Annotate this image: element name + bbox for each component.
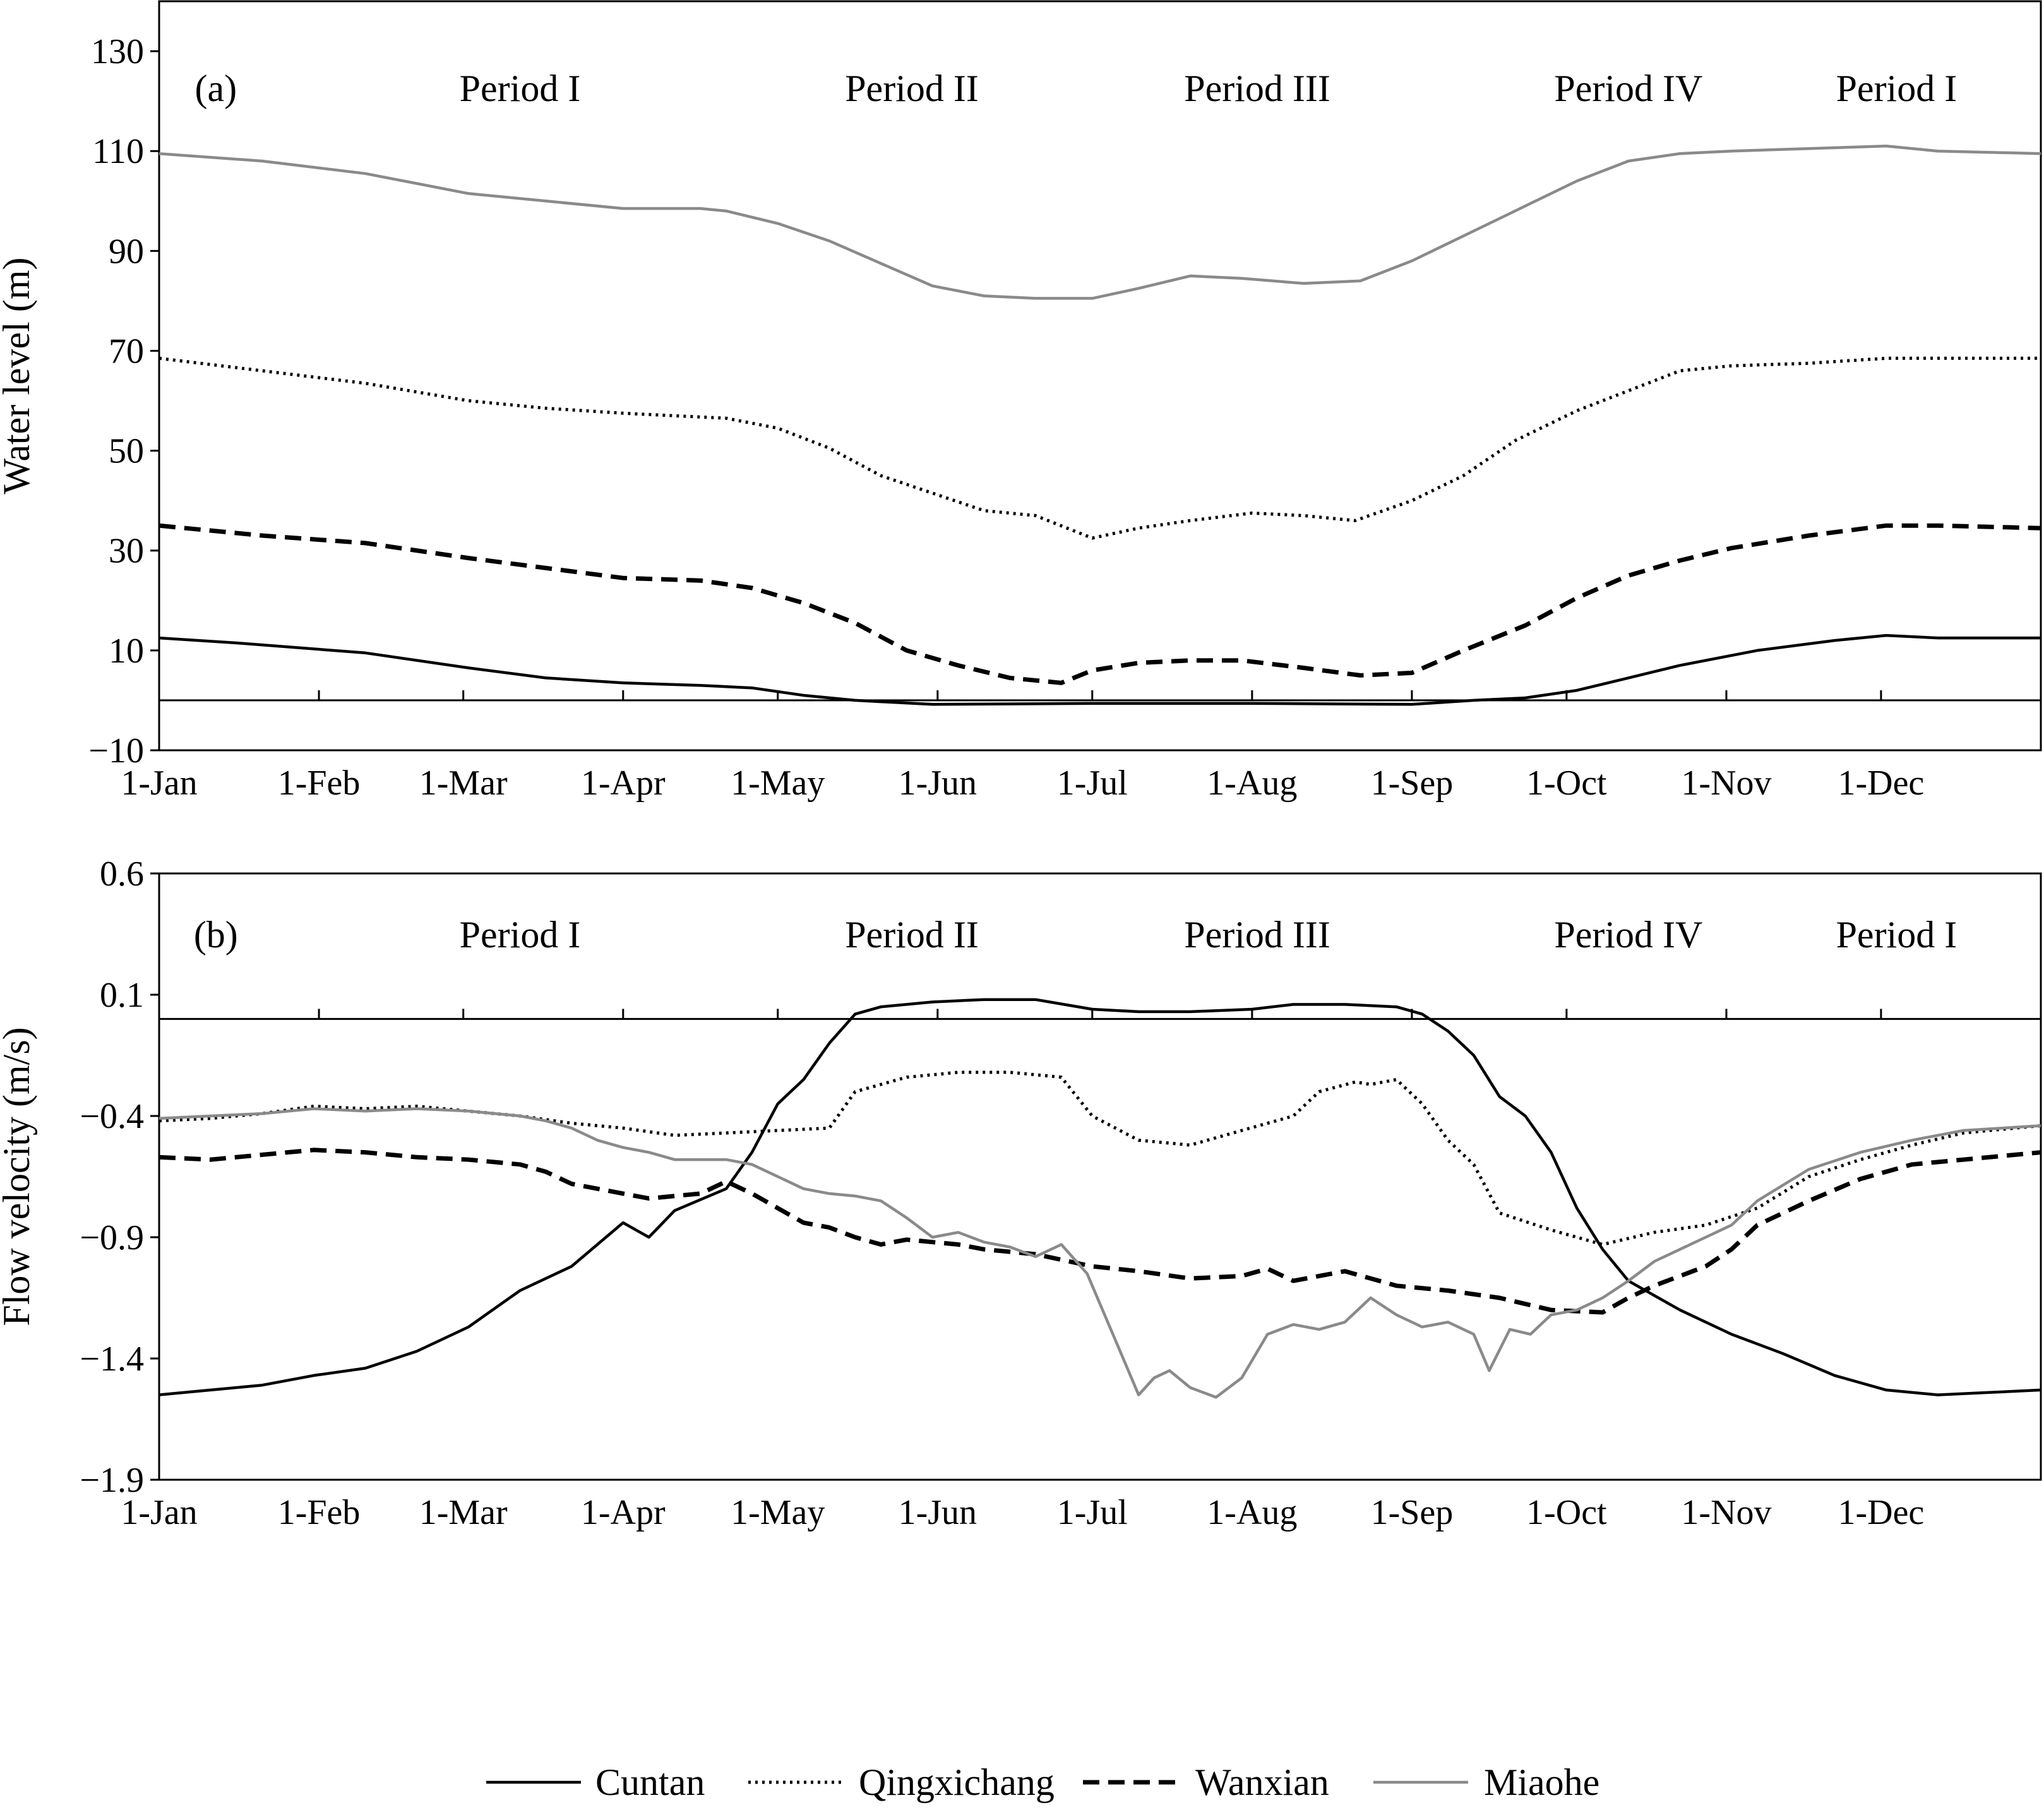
- panel-a-xtick-label: 1-Oct: [1526, 764, 1607, 803]
- panel-a-series-qingxichang: [158, 356, 2041, 540]
- panel-b-period-label: Period I: [1836, 914, 1957, 956]
- panel-b-ytick-label: −1.4: [80, 1340, 144, 1379]
- panel-b-period-label: Period III: [1184, 914, 1330, 956]
- panel-b-ytick-label: 0.6: [100, 855, 144, 894]
- panel-a-ytick-label: 130: [91, 32, 144, 71]
- panel-a-ytick-label: 110: [92, 132, 144, 171]
- panel-b-series-miaohe: [158, 1107, 2041, 1399]
- panel-a-ytick-label: 30: [109, 532, 144, 571]
- panel-b-ytick-label: −0.4: [80, 1097, 144, 1136]
- panel-a-xtick-label: 1-Dec: [1838, 764, 1924, 803]
- panel-a-series-wanxian: [158, 523, 2041, 685]
- panel-a-ytick-label: 50: [109, 432, 144, 471]
- panel-a-period-label: Period III: [1184, 68, 1330, 109]
- panel-b-xtick-label: 1-Jan: [121, 1493, 197, 1532]
- panel-b-ytick-label: −1.9: [80, 1461, 144, 1500]
- panel-a-period-label: Period IV: [1554, 68, 1702, 109]
- panel-b-panel-label: (b): [194, 914, 238, 956]
- panel-b-ylabel: Flow velocity (m/s): [0, 1027, 37, 1326]
- panel-b-xtick-label: 1-Aug: [1207, 1493, 1297, 1532]
- panel-b-xtick-label: 1-Apr: [581, 1493, 666, 1532]
- panel-b-xtick-label: 1-Jul: [1057, 1493, 1128, 1532]
- panel-a-xtick-label: 1-Jan: [121, 764, 197, 803]
- panel-b-xtick-label: 1-Oct: [1526, 1493, 1607, 1532]
- panel-a-xtick-label: 1-Mar: [419, 764, 508, 803]
- panel-b-ytick-label: −0.9: [80, 1218, 144, 1257]
- panel-a-plot-frame: [158, 0, 2042, 752]
- panel-b-xtick-label: 1-Feb: [278, 1493, 361, 1532]
- panel-b-ytick-label: 0.1: [100, 976, 144, 1015]
- panel-a-xtick-label: 1-Jul: [1057, 764, 1128, 803]
- panel-a-xtick-label: 1-Apr: [581, 764, 666, 803]
- panel-a-xtick-label: 1-May: [731, 764, 825, 803]
- panel-b-period-label: Period II: [845, 914, 979, 956]
- panel-a-series-cuntan: [158, 633, 2041, 706]
- panel-a-period-label: Period I: [460, 68, 581, 109]
- panel-b-series-wanxian: [158, 1148, 2041, 1315]
- panel-b-period-label: Period I: [460, 914, 581, 956]
- panel-a-xtick-label: 1-Feb: [278, 764, 361, 803]
- panel-a-series-miaohe: [158, 145, 2041, 300]
- panel-a-panel-label: (a): [195, 68, 237, 109]
- panel-a-xtick-label: 1-Nov: [1681, 764, 1771, 803]
- legend-label-qingxichang: Qingxichang: [859, 1761, 1055, 1803]
- panel-a-water-level: −10 10 30 50 70 90 110 130 1-Jan 1-Feb 1-Mar 1-Apr 1…: [0, 0, 2042, 803]
- panel-a-ylabel: Water level (m): [0, 258, 37, 495]
- panel-a-ytick-label: 70: [109, 332, 144, 371]
- panel-a-ytick-label: 10: [109, 632, 144, 671]
- panel-b-series-cuntan: [158, 998, 2041, 1396]
- panel-a-ytick-label: −10: [88, 731, 144, 771]
- panel-b-plot-frame: [158, 872, 2042, 1481]
- panel-a-xtick-label: 1-Aug: [1207, 764, 1297, 803]
- panel-b-xtick-label: 1-May: [731, 1493, 825, 1532]
- panel-b-xtick-label: 1-Sep: [1371, 1493, 1454, 1532]
- legend: Cuntan Qingxichang Wanxian Miaohe: [486, 1761, 1599, 1803]
- panel-b-xtick-label: 1-Mar: [419, 1493, 508, 1532]
- panel-b-flow-velocity: −1.9 −1.4 −0.9 −0.4 0.1 0.6 1-Jan 1-Feb 1-Mar 1-A…: [0, 855, 2042, 1532]
- panel-a-ytick-label: 90: [109, 232, 144, 271]
- panel-b-xtick-label: 1-Nov: [1681, 1493, 1771, 1532]
- legend-label-wanxian: Wanxian: [1195, 1761, 1329, 1803]
- panel-a-period-label: Period II: [845, 68, 979, 109]
- legend-label-cuntan: Cuntan: [595, 1761, 705, 1803]
- panel-a-period-label: Period I: [1836, 68, 1957, 109]
- panel-b-xtick-label: 1-Dec: [1838, 1493, 1924, 1532]
- panel-b-period-label: Period IV: [1554, 914, 1702, 956]
- panel-b-xtick-label: 1-Jun: [899, 1493, 977, 1532]
- legend-label-miaohe: Miaohe: [1484, 1761, 1599, 1803]
- panel-a-xtick-label: 1-Sep: [1371, 764, 1454, 803]
- panel-a-xtick-label: 1-Jun: [899, 764, 977, 803]
